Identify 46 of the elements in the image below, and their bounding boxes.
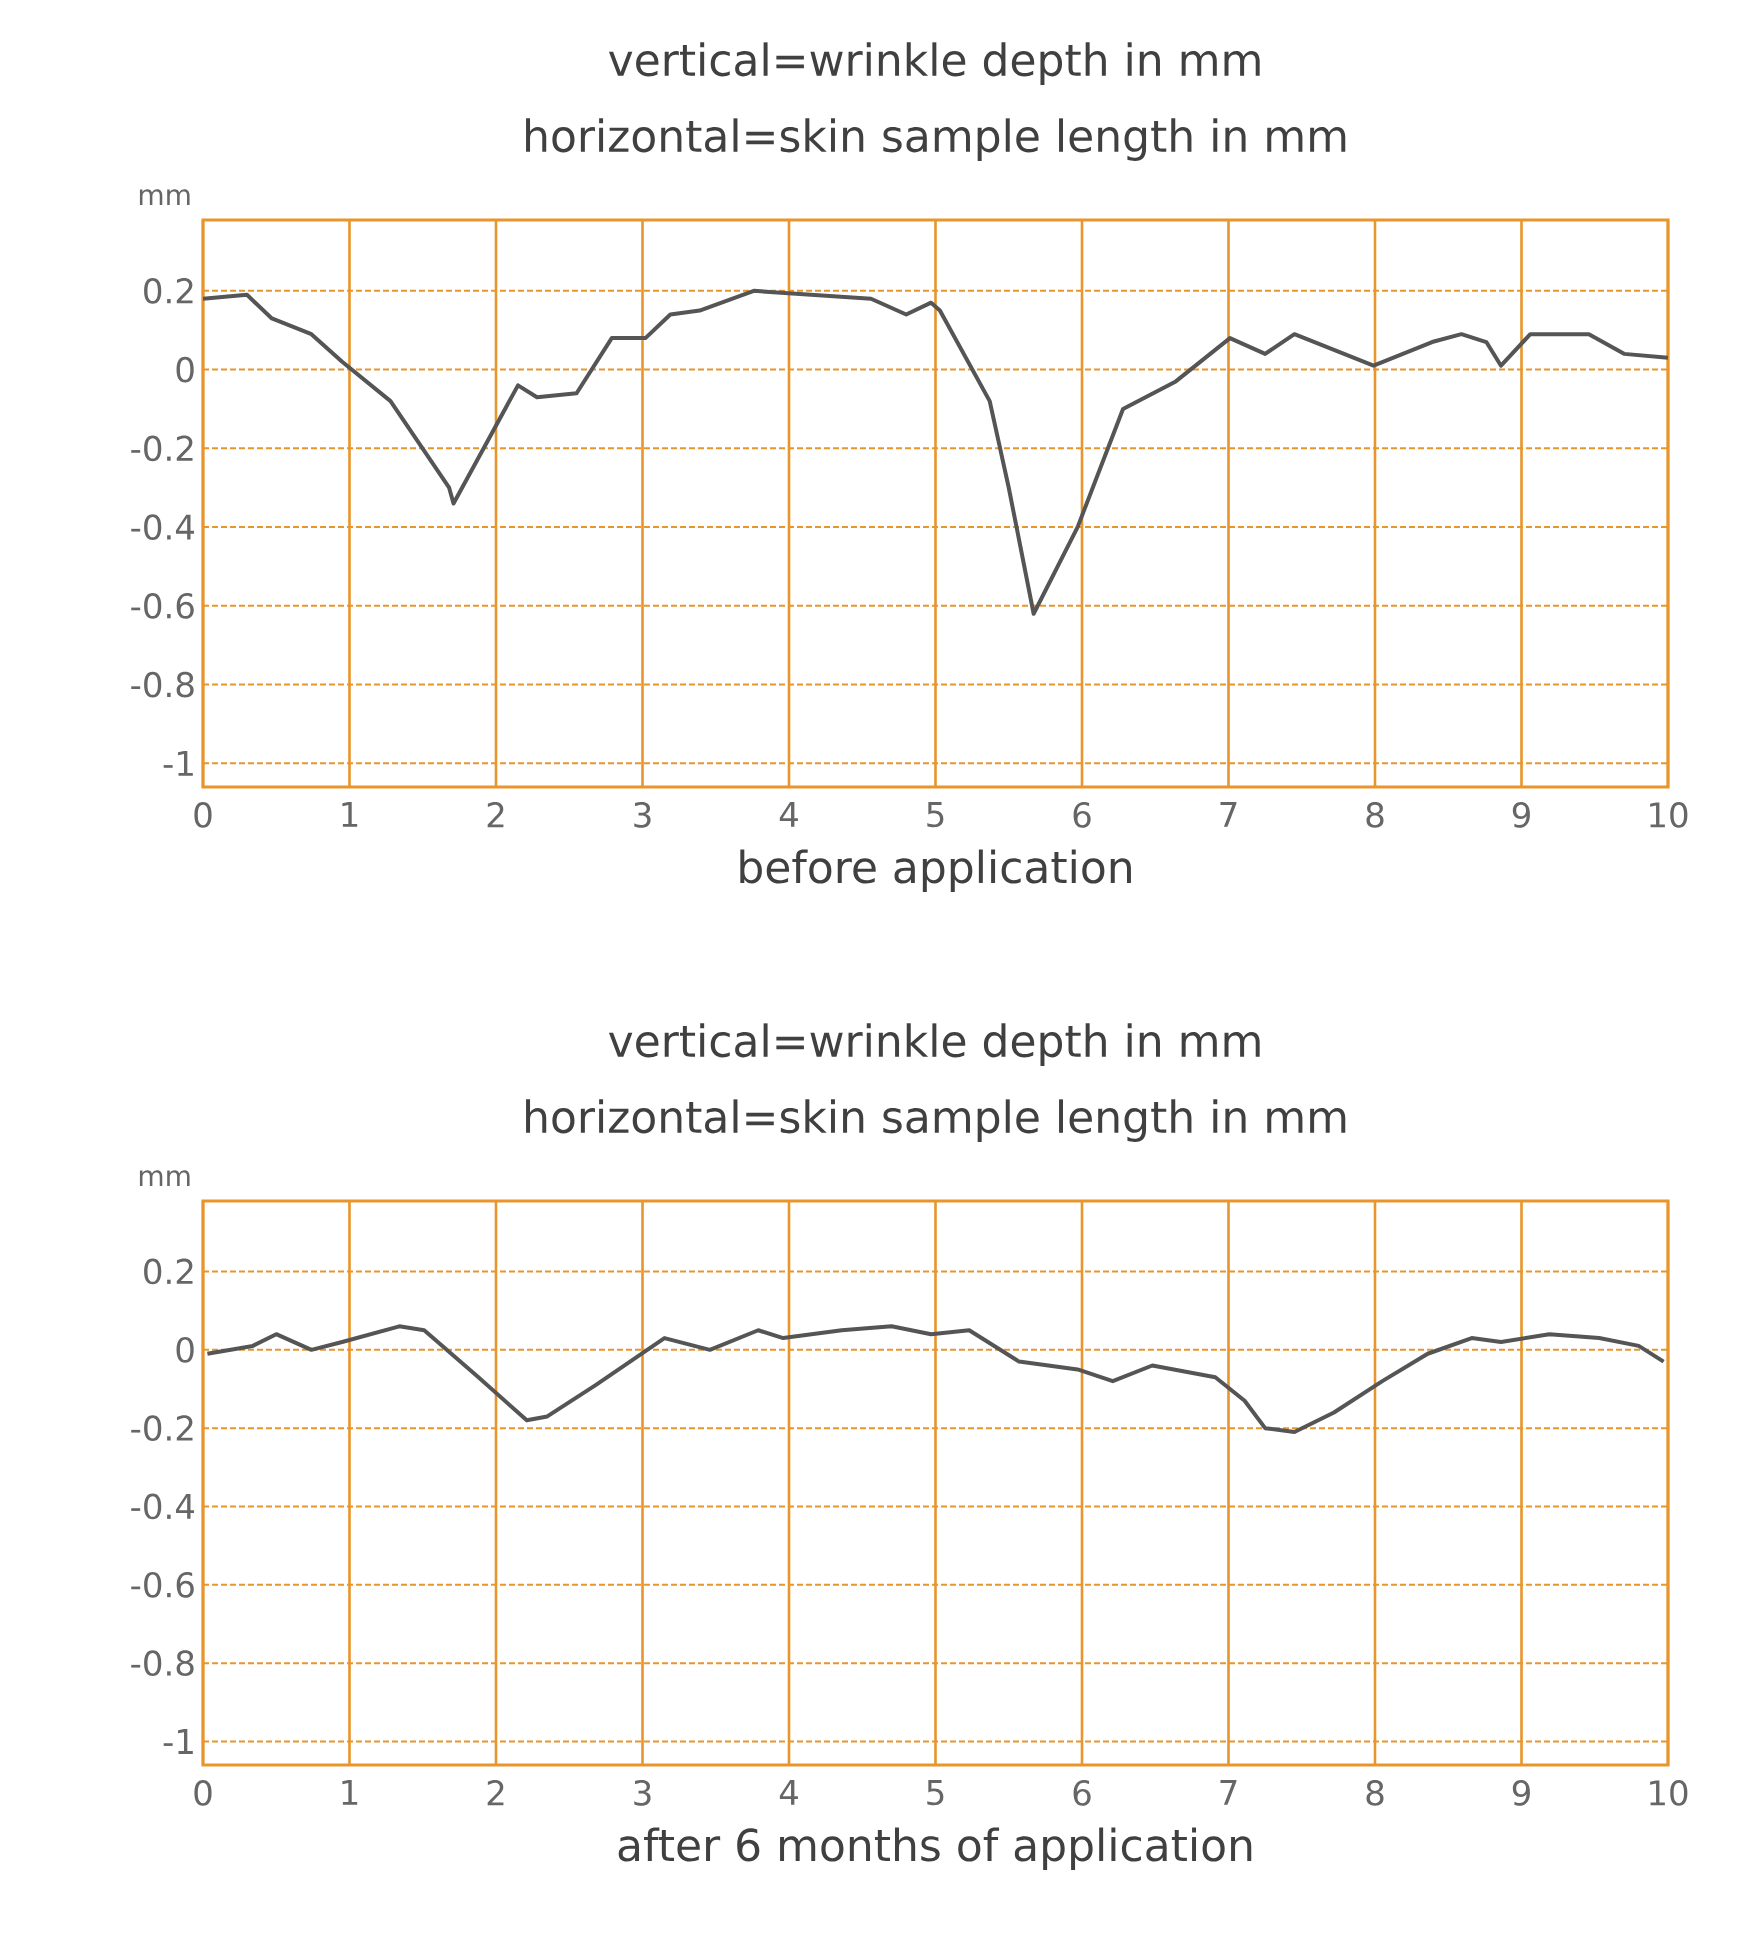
x-tick-label: 8 (1366, 1780, 1384, 1806)
y-tick-label: 0.2 (144, 1258, 193, 1285)
x-tick-label: 7 (1220, 802, 1237, 827)
y-axis-title: mm (139, 189, 190, 205)
y-axis-title: mm (139, 1170, 190, 1186)
chart-subtitle: horizontal=skin sample length in mm (526, 1099, 1346, 1142)
y-tick-label: -1 (163, 1729, 193, 1754)
chart-title: vertical=wrinkle depth in mm (608, 1023, 1260, 1066)
x-tick-label: 10 (1650, 802, 1688, 828)
x-tick-label: 3 (634, 1780, 651, 1806)
x-tick-label: 10 (1650, 1780, 1688, 1806)
x-tick-label: 4 (779, 802, 798, 827)
x-tick-label: 4 (779, 1780, 798, 1805)
y-tick-label: -0.2 (131, 435, 193, 462)
y-tick-label: -0.8 (131, 1650, 194, 1677)
y-tick-label: 0.2 (144, 277, 193, 304)
chart-subtitle: horizontal=skin sample length in mm (526, 118, 1346, 161)
x-tick-label: 1 (342, 1780, 358, 1805)
x-tick-label: 9 (1512, 1780, 1530, 1806)
x-tick-label: 5 (927, 1780, 944, 1806)
chart-title: vertical=wrinkle depth in mm (608, 42, 1260, 85)
x-tick-label: 5 (927, 802, 944, 828)
y-tick-label: -0.4 (131, 1493, 195, 1520)
x-axis-title: before application (740, 849, 1131, 893)
x-tick-label: 2 (487, 802, 504, 828)
x-tick-label: 1 (342, 802, 358, 827)
x-axis-title: after 6 months of application (618, 1827, 1252, 1871)
y-tick-label: -0.4 (131, 514, 195, 540)
y-tick-label: -0.6 (131, 1571, 194, 1598)
x-tick-label: 6 (1073, 802, 1091, 828)
y-tick-label: -0.8 (131, 671, 194, 698)
line-series (203, 288, 1669, 616)
y-tick-label: -0.6 (131, 592, 194, 619)
y-tick-label: -0.2 (131, 1415, 193, 1442)
y-tick-label: -1 (163, 750, 193, 776)
x-tick-label: 7 (1220, 1780, 1237, 1805)
x-tick-label: 0 (194, 1780, 212, 1806)
x-tick-label: 8 (1366, 802, 1384, 828)
x-tick-label: 0 (194, 802, 212, 828)
x-tick-label: 6 (1073, 1780, 1091, 1806)
x-tick-label: 3 (634, 802, 651, 828)
x-tick-label: 9 (1512, 802, 1530, 828)
y-tick-label: 0 (176, 1336, 194, 1363)
line-series (205, 1324, 1666, 1435)
y-tick-label: 0 (176, 356, 194, 383)
x-tick-label: 2 (487, 1780, 504, 1806)
